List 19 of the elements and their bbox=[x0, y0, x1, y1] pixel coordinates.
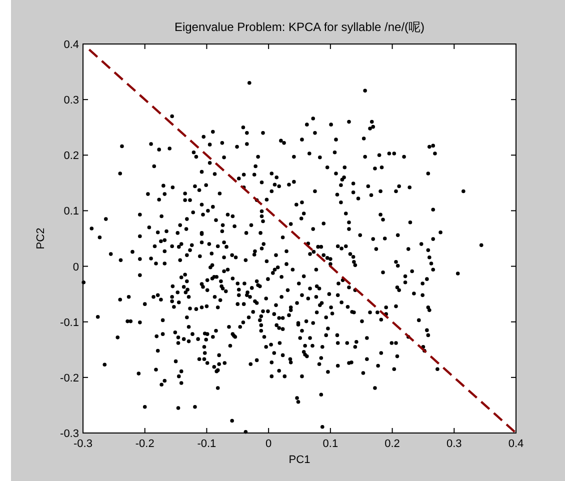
y-tick-label: -0.1 bbox=[60, 316, 79, 329]
x-tick-label: 0.4 bbox=[508, 438, 524, 450]
x-tick-label: 0.3 bbox=[446, 438, 462, 450]
chart-title: Eigenvalue Problem: KPCA for syllable /ne/(呢) bbox=[174, 20, 425, 34]
y-tick-label: -0.3 bbox=[60, 428, 79, 440]
x-tick-label: -0.3 bbox=[74, 438, 92, 450]
y-tick-label: 0.3 bbox=[64, 94, 79, 107]
x-tick-label: -0.2 bbox=[135, 438, 154, 450]
x-tick-label: 0.1 bbox=[322, 438, 338, 450]
y-tick-label: -0.2 bbox=[60, 372, 79, 384]
y-tick-label: 0.2 bbox=[64, 150, 79, 162]
x-tick-label: -0.1 bbox=[197, 438, 216, 450]
y-axis-title: PC2 bbox=[35, 228, 47, 250]
x-tick-label: 0 bbox=[266, 438, 272, 450]
x-axis-title: PC1 bbox=[288, 454, 310, 466]
y-tick-label: 0.1 bbox=[64, 206, 79, 218]
x-tick-label: 0.2 bbox=[384, 438, 400, 450]
y-tick-label: 0 bbox=[72, 261, 79, 274]
y-tick-label: 0.4 bbox=[64, 39, 79, 51]
